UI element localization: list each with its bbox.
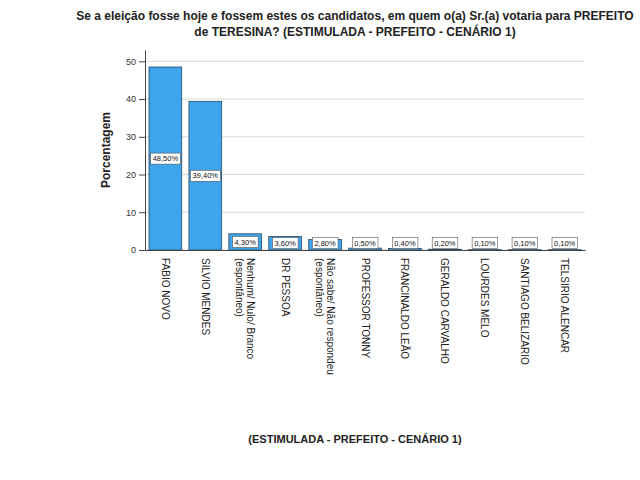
data-label: 39,40% bbox=[193, 171, 219, 180]
x-tick: DR PESSOA bbox=[280, 250, 291, 317]
data-label-box bbox=[552, 238, 578, 249]
x-tick-label: SANTIAGO BELIZARIO bbox=[519, 258, 530, 365]
data-label-box bbox=[472, 238, 498, 249]
data-label-box bbox=[312, 238, 338, 249]
data-label: 48,50% bbox=[153, 154, 179, 163]
y-tick-label: 30 bbox=[126, 132, 136, 142]
grid-line bbox=[145, 99, 585, 100]
y-tick-label: 50 bbox=[126, 57, 136, 67]
x-tick-label: FABIO NOVO bbox=[160, 258, 171, 320]
grid-line bbox=[145, 61, 585, 62]
data-label-box bbox=[392, 238, 418, 249]
x-tick-label: FRANCINALDO LEÃO bbox=[399, 258, 411, 359]
data-label: 4,30% bbox=[235, 238, 257, 247]
x-tick: GERALDO CARVALHO bbox=[439, 250, 450, 364]
x-tick: TELSIRIO ALENCAR bbox=[559, 250, 570, 353]
x-tick-label: LOURDES MELO bbox=[479, 258, 490, 338]
x-axis: FABIO NOVO SILVIO MENDES Nenhum/ Nulo/ Bra… bbox=[146, 250, 586, 375]
grid bbox=[145, 61, 585, 250]
y-tick-mark bbox=[139, 137, 145, 138]
y-tick: 20 bbox=[126, 170, 145, 180]
data-label: 0,10% bbox=[514, 239, 536, 248]
bar bbox=[189, 101, 222, 250]
x-axis-title: (ESTIMULADA - PREFEITO - CENÁRIO 1) bbox=[248, 433, 462, 445]
y-tick-label: 10 bbox=[126, 208, 136, 218]
y-tick-mark bbox=[139, 212, 145, 213]
bar bbox=[269, 236, 302, 250]
bar bbox=[468, 249, 501, 250]
x-tick: SILVIO MENDES bbox=[200, 250, 211, 335]
data-label-box bbox=[191, 170, 221, 181]
bars bbox=[149, 67, 581, 250]
data-label-group: 2,80% bbox=[312, 238, 338, 249]
x-tick-label: PROFESSOR TONNY bbox=[360, 258, 371, 359]
data-label: 0,50% bbox=[354, 239, 376, 248]
y-axis: 0 10 20 30 40 50 bbox=[126, 51, 146, 256]
y-tick-label: 40 bbox=[126, 94, 136, 104]
y-tick: 0 bbox=[131, 245, 145, 255]
data-label-group: 0,40% bbox=[392, 238, 418, 249]
x-tick: SANTIAGO BELIZARIO bbox=[519, 250, 530, 365]
data-label: 3,60% bbox=[275, 239, 297, 248]
data-label: 0,10% bbox=[554, 239, 576, 248]
x-tick-label: SILVIO MENDES bbox=[200, 258, 211, 335]
data-label-box bbox=[273, 238, 299, 249]
plot: 0 10 20 30 40 50 FABIO NOVO SILVIO MENDES Nenhum… bbox=[126, 51, 586, 375]
data-label-group: 39,40% bbox=[191, 170, 221, 181]
bar bbox=[229, 234, 262, 250]
data-label-group: 3,60% bbox=[273, 238, 299, 249]
y-axis-title: Porcentagem bbox=[99, 112, 113, 188]
x-tick: LOURDES MELO bbox=[479, 250, 490, 338]
y-tick-label: 20 bbox=[126, 170, 136, 180]
data-label-group: 4,30% bbox=[233, 237, 259, 248]
data-label-box bbox=[512, 238, 538, 249]
x-tick: PROFESSOR TONNY bbox=[360, 250, 371, 359]
title: Se a eleição fosse hoje e fossem estes o… bbox=[76, 9, 633, 39]
data-label-group: 0,50% bbox=[352, 238, 378, 249]
x-tick-label: TELSIRIO ALENCAR bbox=[559, 258, 570, 353]
data-label-group: 0,10% bbox=[472, 238, 498, 249]
data-label-box bbox=[352, 238, 378, 249]
data-label-box bbox=[233, 237, 259, 248]
x-axis-line bbox=[146, 250, 586, 251]
x-tick-label: DR PESSOA bbox=[280, 258, 291, 317]
bar bbox=[428, 249, 461, 250]
data-label: 0,40% bbox=[394, 239, 416, 248]
data-label: 0,10% bbox=[474, 239, 496, 248]
bar bbox=[508, 249, 541, 250]
x-tick: FRANCINALDO LEÃO bbox=[399, 250, 411, 359]
data-label-box bbox=[151, 153, 181, 164]
y-tick-mark bbox=[139, 61, 145, 62]
x-tick-label: Nenhum/ Nulo/ Branco(espontâneo) bbox=[234, 258, 256, 360]
x-tick: FABIO NOVO bbox=[160, 250, 171, 320]
data-label: 2,80% bbox=[314, 239, 336, 248]
y-tick-mark bbox=[139, 175, 145, 176]
y-tick: 30 bbox=[126, 132, 145, 142]
x-tick: Nenhum/ Nulo/ Branco(espontâneo) bbox=[234, 250, 256, 360]
x-tick: Não sabe/ Não respondeu(espontâneo) bbox=[314, 250, 336, 375]
y-axis-line bbox=[145, 51, 146, 251]
data-label-group: 0,20% bbox=[432, 238, 458, 249]
y-tick: 50 bbox=[126, 57, 145, 67]
y-tick-mark bbox=[139, 250, 145, 251]
bar bbox=[149, 67, 182, 250]
data-label: 0,20% bbox=[434, 239, 456, 248]
x-tick-label: GERALDO CARVALHO bbox=[439, 258, 450, 364]
x-tick-label: Não sabe/ Não respondeu(espontâneo) bbox=[314, 258, 336, 375]
y-tick: 10 bbox=[126, 208, 145, 218]
y-tick-label: 0 bbox=[131, 245, 136, 255]
data-label-group: 0,10% bbox=[552, 238, 578, 249]
data-labels: 48,50% 39,40% 4,30% 3,60% 2,80% 0,50% 0,40% 0,2… bbox=[151, 153, 578, 249]
data-label-box bbox=[432, 238, 458, 249]
y-tick: 40 bbox=[126, 94, 145, 104]
bar bbox=[548, 249, 581, 250]
chart: Se a eleição fosse hoje e fossem estes o… bbox=[0, 0, 640, 480]
y-tick-mark bbox=[139, 99, 145, 100]
data-label-group: 0,10% bbox=[512, 238, 538, 249]
data-label-group: 48,50% bbox=[151, 153, 181, 164]
